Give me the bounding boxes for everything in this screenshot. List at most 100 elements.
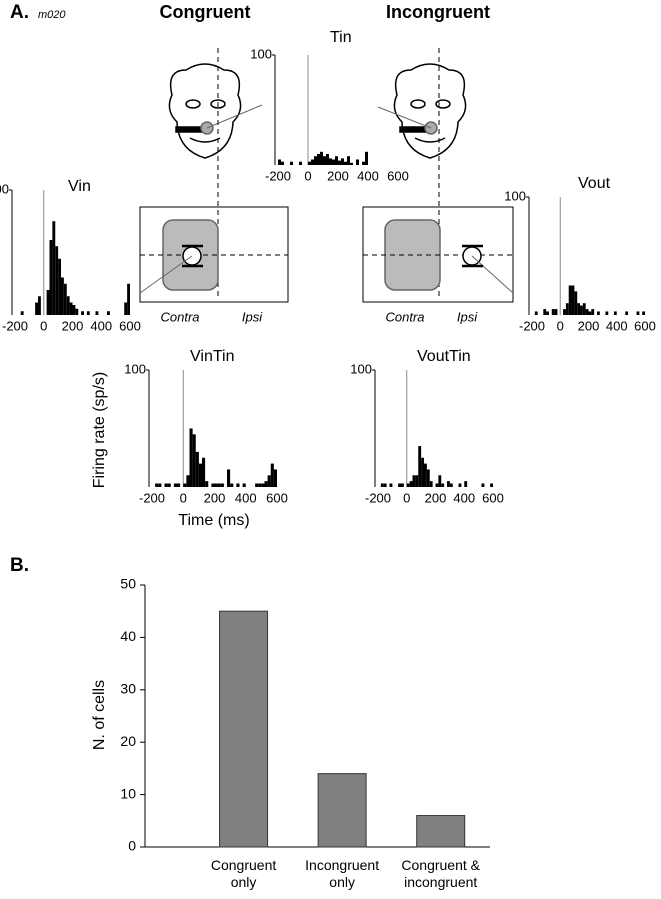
- bar: [406, 483, 410, 487]
- bar: [69, 302, 73, 315]
- bar: [164, 483, 168, 487]
- bar: [127, 283, 130, 315]
- bar: [81, 311, 84, 315]
- bar: [52, 221, 56, 315]
- x-tick-label: Congruent only: [210, 857, 277, 890]
- bar: [546, 311, 549, 315]
- bar: [317, 773, 367, 848]
- bar: [236, 483, 240, 487]
- bar: [565, 303, 569, 315]
- bar: [314, 156, 317, 165]
- bar: [55, 246, 59, 315]
- bar: [613, 311, 617, 315]
- bar: [320, 151, 323, 165]
- x-tick-label: 400: [453, 490, 475, 505]
- bar: [335, 156, 338, 165]
- bar: [458, 483, 462, 487]
- bar: [441, 483, 445, 487]
- column-title: Incongruent: [386, 2, 490, 22]
- y-tick-label: 30: [120, 681, 136, 697]
- bar: [46, 290, 50, 315]
- bar: [389, 483, 393, 487]
- bar: [534, 311, 538, 315]
- y-tick-label: 40: [120, 628, 136, 644]
- bar: [642, 311, 645, 315]
- chart-title: VinTin: [190, 348, 234, 365]
- x-tick-label: 0: [557, 318, 564, 333]
- bar: [329, 158, 332, 165]
- bar: [398, 483, 401, 487]
- column-title: Congruent: [160, 2, 251, 22]
- x-tick-label: 400: [357, 168, 379, 183]
- bar: [429, 481, 433, 487]
- bar: [230, 483, 234, 487]
- bar: [412, 475, 416, 487]
- bar: [270, 463, 274, 487]
- bar: [278, 159, 281, 165]
- bar: [35, 302, 38, 315]
- bar: [563, 309, 566, 315]
- bar: [195, 451, 199, 487]
- bar: [326, 154, 329, 165]
- bar: [481, 483, 485, 487]
- x-tick-label: -200: [139, 490, 165, 505]
- bar: [308, 161, 311, 165]
- bar: [20, 311, 24, 315]
- x-tick-label: 200: [425, 490, 447, 505]
- x-tick-label: 600: [634, 318, 656, 333]
- bar: [86, 311, 90, 315]
- bar: [571, 285, 575, 315]
- bar: [107, 311, 110, 315]
- bar: [202, 457, 206, 487]
- bar: [311, 159, 314, 165]
- bar: [124, 302, 128, 315]
- bar: [344, 161, 347, 165]
- bar: [242, 483, 246, 487]
- x-tick-label: Congruent & incongruent: [401, 857, 480, 890]
- bar: [365, 151, 368, 165]
- bar: [189, 428, 193, 487]
- bar: [192, 434, 196, 487]
- field-label: Ipsi: [242, 309, 263, 324]
- x-tick-label: 0: [403, 490, 410, 505]
- bar: [636, 311, 640, 315]
- field-label: Contra: [385, 309, 424, 324]
- bar: [347, 156, 350, 165]
- y-tick-label: 20: [120, 733, 136, 749]
- x-tick-label: 600: [119, 318, 141, 333]
- bar: [177, 483, 181, 487]
- y-axis-label: N. of cells: [91, 680, 108, 750]
- bar: [577, 303, 581, 315]
- x-tick-label: 600: [482, 490, 504, 505]
- bar: [217, 483, 221, 487]
- bar: [299, 161, 302, 165]
- bar: [554, 309, 558, 315]
- bar: [173, 483, 177, 487]
- x-tick-label: -200: [265, 168, 291, 183]
- bar: [66, 296, 70, 315]
- bar: [464, 481, 468, 487]
- bar: [219, 610, 269, 848]
- bar: [588, 311, 592, 315]
- bar: [415, 475, 419, 487]
- bar: [61, 277, 64, 315]
- bar: [205, 481, 209, 487]
- y-tick-label: 100: [250, 46, 272, 61]
- bar: [426, 469, 430, 487]
- bar: [551, 309, 555, 315]
- x-tick-label: 200: [578, 318, 600, 333]
- x-tick-label: 200: [62, 318, 84, 333]
- y-tick-label: 50: [120, 576, 136, 592]
- bar: [490, 483, 493, 487]
- bar: [591, 309, 595, 315]
- bar: [356, 159, 359, 165]
- y-tick-label: 100: [124, 361, 146, 376]
- bar: [167, 483, 171, 487]
- y-tick-label: 0: [128, 838, 136, 854]
- bar: [580, 305, 583, 315]
- bar: [38, 296, 41, 315]
- x-tick-label: -200: [2, 318, 28, 333]
- bar: [447, 481, 450, 487]
- bar: [273, 469, 277, 487]
